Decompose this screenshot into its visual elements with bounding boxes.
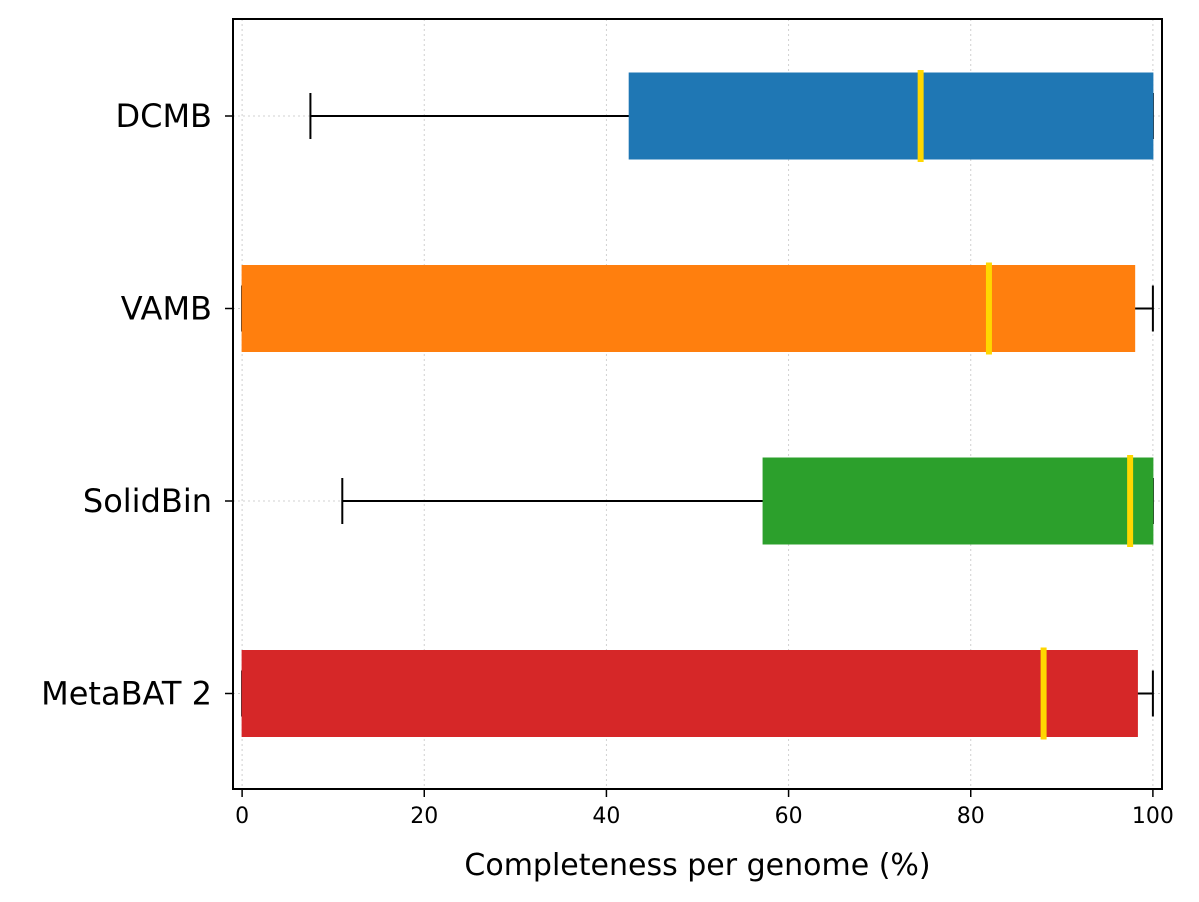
boxes [241,70,1154,740]
box-vamb [241,265,1136,352]
y-tick-label: SolidBin [83,482,212,520]
x-axis-title: Completeness per genome (%) [464,848,930,883]
x-tick-label: 20 [410,804,438,829]
plot-frame [232,18,1163,790]
y-tick-label: VAMB [121,290,212,328]
y-tick-label: MetaBAT 2 [41,675,212,713]
box-dcmb [628,72,1154,160]
y-axis-ticks: DCMB VAMB SolidBin MetaBAT 2 [41,97,233,713]
y-tick-label: DCMB [115,97,212,135]
x-tick-label: 0 [235,804,249,829]
x-tick-label: 100 [1132,804,1174,829]
x-tick-label: 80 [957,804,985,829]
x-axis-ticks: 0 20 40 60 80 100 [235,789,1174,829]
box-solidbin [762,457,1154,545]
x-tick-label: 60 [775,804,803,829]
x-tick-label: 40 [592,804,620,829]
box-metabat-2 [241,650,1138,737]
